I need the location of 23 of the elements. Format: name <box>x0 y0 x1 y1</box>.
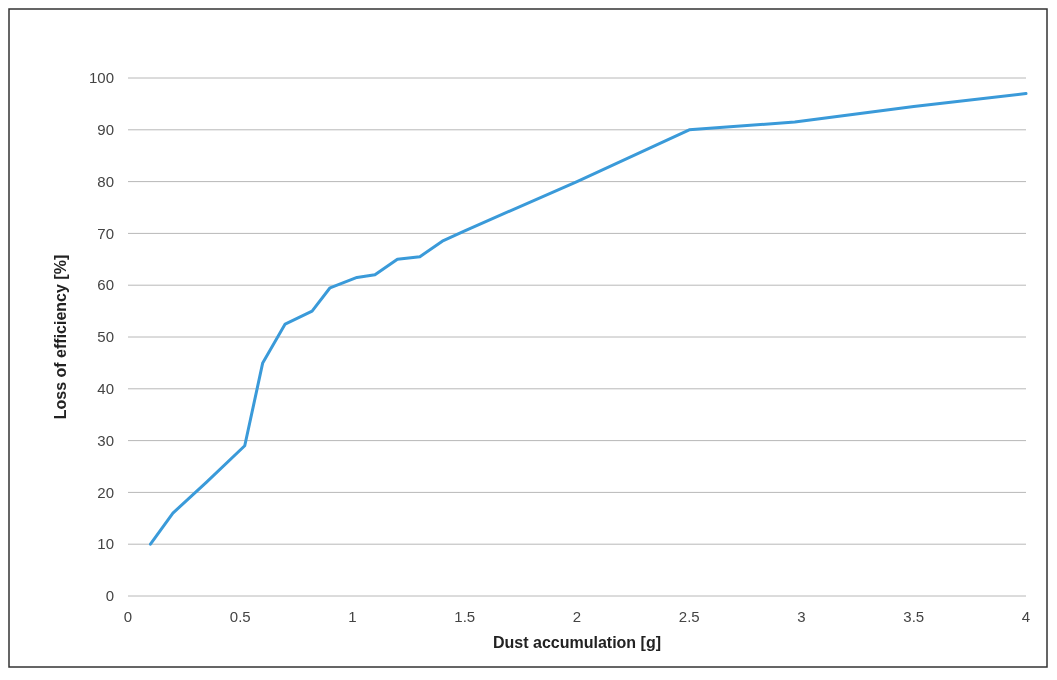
y-tick-label: 80 <box>97 172 114 190</box>
y-tick-label: 20 <box>97 483 114 501</box>
x-tick-label: 0.5 <box>229 608 251 625</box>
y-tick-label: 0 <box>105 587 114 605</box>
y-axis-title: Loss of efficiency [%] <box>52 254 69 420</box>
x-tick-label: 2.5 <box>678 608 700 625</box>
x-tick-label: 1.5 <box>454 608 476 625</box>
x-tick-label: 3 <box>797 608 806 625</box>
y-tick-label: 10 <box>97 535 114 553</box>
x-tick-label: 4 <box>1021 608 1031 625</box>
x-tick-label: 2 <box>572 608 582 625</box>
y-tick-label: 40 <box>97 380 114 398</box>
y-tick-label: 70 <box>97 224 114 242</box>
line-series <box>148 92 1028 546</box>
x-axis-title: Dust accumulation [g] <box>492 634 662 651</box>
y-tick-label: 100 <box>88 69 114 87</box>
x-tick-label: 1 <box>348 608 357 625</box>
x-tick-label: 0 <box>123 608 133 625</box>
y-tick-label: 60 <box>97 276 114 294</box>
y-tick-label: 50 <box>97 328 114 346</box>
x-tick-label: 3.5 <box>903 608 925 625</box>
y-tick-label: 30 <box>97 431 114 449</box>
y-tick-label: 90 <box>97 121 114 139</box>
